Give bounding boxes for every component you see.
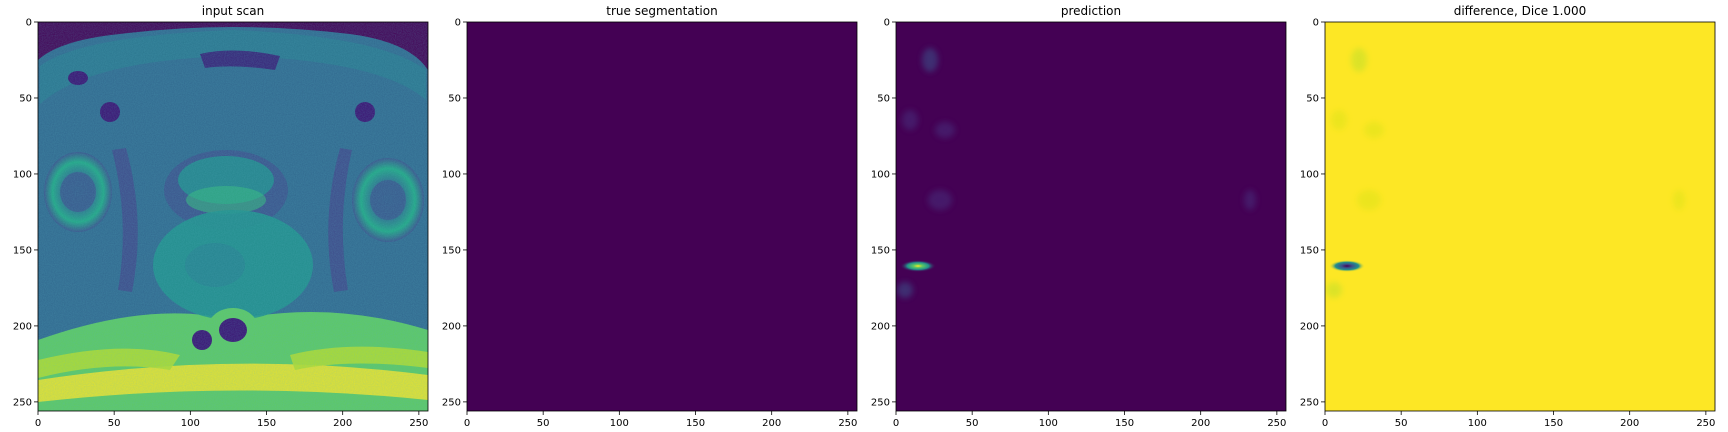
y-tick-label: 100 — [871, 169, 890, 180]
y-tick-label: 50 — [1306, 93, 1319, 104]
y-tick-label: 250 — [871, 397, 890, 408]
y-tick-label: 100 — [442, 169, 461, 180]
y-tick-label: 200 — [1300, 321, 1319, 332]
panel-true-segmentation: true segmentation — [466, 4, 858, 412]
x-tick-label: 150 — [686, 418, 705, 429]
x-tick-label: 150 — [1115, 418, 1134, 429]
x-tick-label: 50 — [108, 418, 121, 429]
y-tick-label: 100 — [13, 169, 32, 180]
panel-title: prediction — [1061, 4, 1121, 18]
y-tick-label: 50 — [877, 93, 890, 104]
y-tick-label: 250 — [442, 397, 461, 408]
y-tick-label: 50 — [19, 93, 32, 104]
y-tick-label: 50 — [448, 93, 461, 104]
y-tick-label: 250 — [1300, 397, 1319, 408]
x-tick-label: 200 — [1191, 418, 1210, 429]
x-tick-label: 250 — [1696, 418, 1715, 429]
y-tick-label: 200 — [871, 321, 890, 332]
x-tick-label: 0 — [464, 418, 470, 429]
panel-title: input scan — [202, 4, 265, 18]
y-tick-label: 150 — [871, 245, 890, 256]
panel-prediction: prediction — [895, 4, 1287, 412]
x-tick-label: 100 — [1468, 418, 1487, 429]
y-tick-label: 250 — [13, 397, 32, 408]
x-tick-label: 100 — [610, 418, 629, 429]
y-tick-label: 150 — [13, 245, 32, 256]
prediction-image — [896, 22, 1286, 411]
y-tick-label: 0 — [884, 18, 890, 29]
x-tick-label: 50 — [966, 418, 979, 429]
y-tick-label: 0 — [26, 18, 32, 29]
x-tick-label: 200 — [333, 418, 352, 429]
difference-image — [1325, 22, 1715, 411]
x-tick-label: 0 — [1322, 418, 1328, 429]
x-tick-label: 50 — [537, 418, 550, 429]
y-tick-label: 100 — [1300, 169, 1319, 180]
x-tick-label: 50 — [1395, 418, 1408, 429]
panel-input-scan: input scan — [37, 4, 429, 412]
y-tick-label: 200 — [13, 321, 32, 332]
x-tick-label: 200 — [762, 418, 781, 429]
x-tick-label: 250 — [838, 418, 857, 429]
panel-difference: difference, Dice 1.000 — [1324, 4, 1716, 412]
y-tick-label: 0 — [455, 18, 461, 29]
panel-title: difference, Dice 1.000 — [1454, 4, 1587, 18]
y-tick-label: 150 — [442, 245, 461, 256]
y-tick-label: 150 — [1300, 245, 1319, 256]
x-tick-label: 100 — [181, 418, 200, 429]
x-tick-label: 0 — [893, 418, 899, 429]
y-tick-label: 200 — [442, 321, 461, 332]
x-tick-label: 200 — [1620, 418, 1639, 429]
x-tick-label: 150 — [257, 418, 276, 429]
x-tick-label: 250 — [409, 418, 428, 429]
segmentation-image — [467, 22, 857, 411]
x-tick-label: 250 — [1267, 418, 1286, 429]
x-tick-label: 0 — [35, 418, 41, 429]
y-tick-label: 0 — [1313, 18, 1319, 29]
x-tick-label: 100 — [1039, 418, 1058, 429]
mri-image — [38, 22, 428, 411]
panel-title: true segmentation — [606, 4, 717, 18]
axis-ticks: 0050501001001501502002002502500050501001… — [13, 18, 1716, 430]
x-tick-label: 150 — [1544, 418, 1563, 429]
